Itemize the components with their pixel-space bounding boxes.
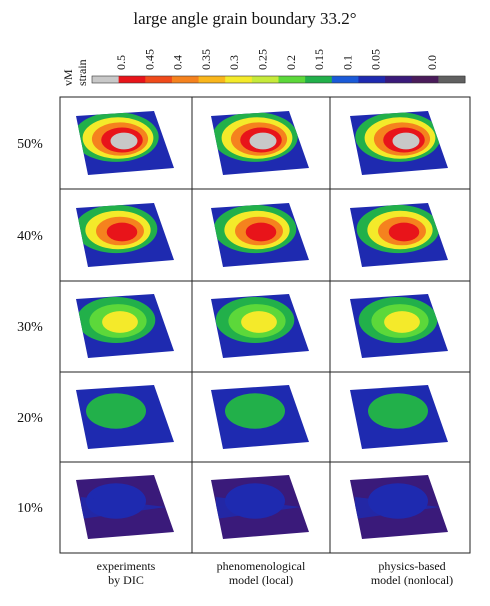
colorbar-tick-label: 0.45	[142, 49, 156, 70]
colorbar-swatch	[198, 76, 226, 83]
colorbar-tick-label: 0.0	[425, 55, 439, 70]
contour-region	[355, 497, 440, 519]
colorbar-swatch	[411, 76, 439, 83]
contour-map	[350, 475, 448, 539]
contour-map	[211, 385, 309, 449]
contour-map	[76, 475, 174, 539]
colorbar-swatch	[145, 76, 173, 83]
contour-map	[350, 111, 448, 175]
contour-region	[225, 393, 285, 429]
contour-region	[368, 393, 428, 429]
column-label: experiments	[97, 559, 156, 573]
figure-title: large angle grain boundary 33.2°	[133, 9, 356, 28]
colorbar-swatch	[331, 76, 359, 83]
column-label: by DIC	[108, 573, 144, 587]
column-label: physics-based	[378, 559, 445, 573]
colorbar-label: strain	[75, 59, 89, 86]
colorbar-tick-label: 0.25	[256, 49, 270, 70]
row-label: 20%	[17, 411, 43, 426]
contour-map	[76, 294, 174, 358]
contour-region	[392, 132, 420, 150]
row-label: 30%	[17, 320, 43, 335]
contour-region	[388, 222, 420, 242]
colorbar-tick-label: 0.4	[171, 55, 185, 70]
colorbar-swatch	[92, 76, 120, 83]
colorbar-swatch	[305, 76, 333, 83]
grid-border	[59, 96, 471, 554]
contour-map	[76, 385, 174, 449]
colorbar-swatch	[118, 76, 146, 83]
colorbar-swatch	[278, 76, 306, 83]
contour-region	[106, 222, 138, 242]
colorbar-tick-label: 0.05	[369, 49, 383, 70]
contour-region	[245, 222, 277, 242]
colorbar-frame	[91, 75, 466, 84]
colorbar-label: vM	[61, 69, 75, 86]
contour-map	[211, 294, 309, 358]
contour-map	[76, 203, 174, 267]
colorbar-swatch	[225, 76, 253, 83]
column-label: model (nonlocal)	[371, 573, 453, 587]
colorbar-swatch	[251, 76, 279, 83]
row-label: 50%	[17, 137, 43, 152]
contour-map	[350, 294, 448, 358]
contour-region	[110, 132, 138, 150]
colorbar-tick-label: 0.5	[114, 55, 128, 70]
contour-map	[350, 203, 448, 267]
colorbar-swatch	[438, 76, 466, 83]
column-label: phenomenological	[217, 559, 306, 573]
contour-region	[102, 311, 138, 333]
contour-map	[211, 203, 309, 267]
colorbar-swatch	[385, 76, 413, 83]
contour-region	[216, 497, 301, 519]
column-label: model (local)	[229, 573, 293, 587]
contour-map	[76, 111, 174, 175]
contour-map	[211, 475, 309, 539]
row-label: 10%	[17, 501, 43, 516]
contour-region	[86, 393, 146, 429]
colorbar-tick-label: 0.15	[312, 49, 326, 70]
colorbar-tick-label: 0.35	[199, 49, 213, 70]
colorbar-tick-label: 0.3	[227, 55, 241, 70]
contour-region	[241, 311, 277, 333]
contour-map	[350, 385, 448, 449]
colorbar-swatch	[358, 76, 386, 83]
contour-map	[211, 111, 309, 175]
contour-region	[384, 311, 420, 333]
contour-region	[81, 497, 166, 519]
colorbar-tick-label: 0.1	[340, 55, 354, 70]
colorbar-swatch	[171, 76, 200, 83]
row-label: 40%	[17, 229, 43, 244]
contour-region	[249, 132, 277, 150]
colorbar-tick-label: 0.2	[284, 55, 298, 70]
